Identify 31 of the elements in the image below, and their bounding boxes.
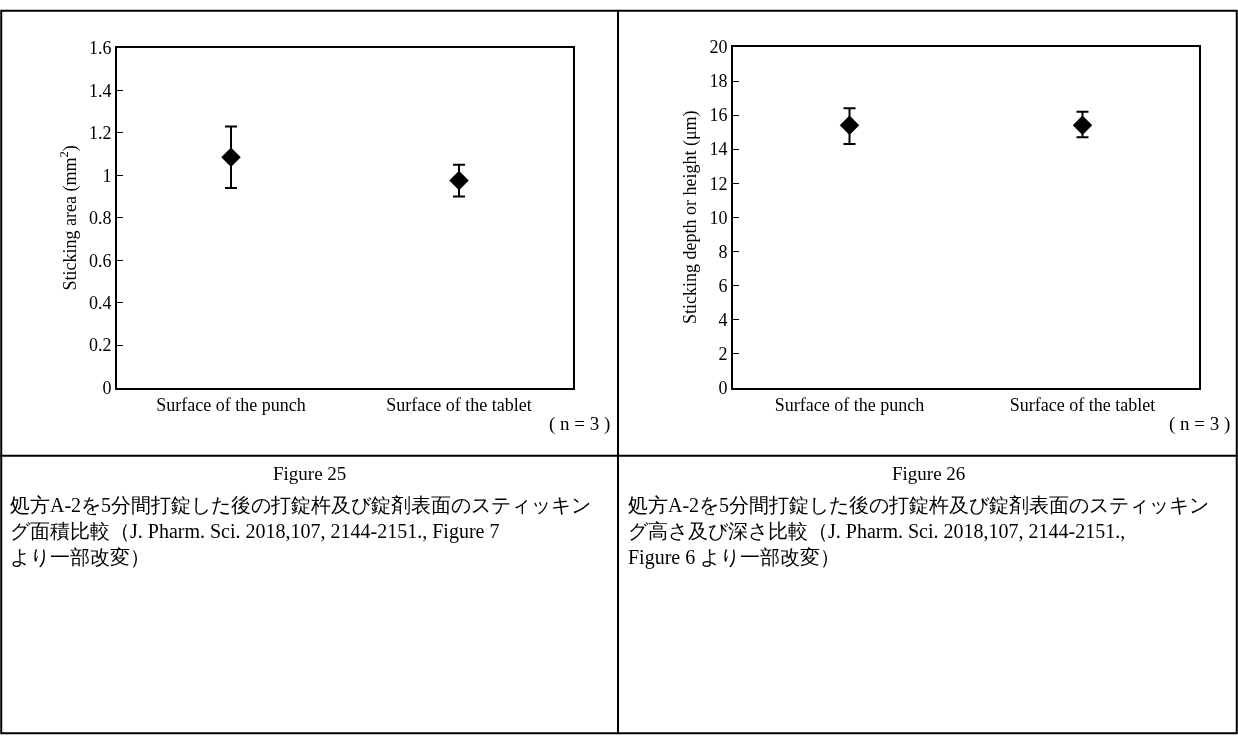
text: 処方A-2を5分間打錠した後の打錠杵及び錠剤表面のスティッキング面積比較（J. Pharm. Sci. 2018,107, 2144-2151., Figure 7 より一部改変）	[10, 494, 592, 568]
x-tick-label: Surface of the punch	[156, 395, 306, 416]
x-tick-label: Surface of the tablet	[1009, 395, 1156, 416]
y-tick-label: 6	[718, 275, 728, 296]
y-tick-label: 1.6	[88, 38, 112, 59]
y-tick-label: 18	[709, 71, 728, 92]
text: ( n = 3 )	[1169, 413, 1231, 435]
y-tick-label: 16	[709, 105, 728, 126]
y-tick-label: 14	[709, 139, 728, 160]
y-tick-label: 2	[718, 343, 728, 364]
y-tick-label: 0	[718, 377, 728, 398]
caption: Figure 25	[273, 463, 347, 484]
x-tick-label: Surface of the punch	[774, 395, 925, 416]
y-tick-label: 1.4	[88, 80, 112, 101]
y-tick-label: 8	[718, 241, 728, 262]
y-tick-label: 4	[718, 309, 728, 330]
y-tick-label: 0.6	[88, 250, 112, 271]
y-tick-label: 0.2	[88, 335, 112, 356]
text: ( n = 3 )	[549, 413, 611, 435]
y-tick-label: 0	[102, 377, 112, 398]
caption: Figure 26	[892, 463, 966, 484]
y-tick-label: 12	[709, 173, 728, 194]
y-tick-label: 0.8	[88, 208, 112, 229]
y-tick-label: 20	[709, 37, 728, 58]
x-tick-label: Surface of the tablet	[386, 395, 532, 416]
y-tick-label: 1.2	[88, 123, 112, 144]
y-tick-label: 0.4	[88, 292, 112, 313]
y-tick-label: 1	[102, 165, 112, 186]
text: 処方A-2を5分間打錠した後の打錠杵及び錠剤表面のスティッキング高さ及び深さ比較（J. Pharm. Sci. 2018,107, 2144-2151., Figure 6 より一部改変）	[628, 494, 1210, 569]
y-tick-label: 10	[709, 207, 728, 228]
y-axis-title: Sticking depth or height (μm)	[680, 110, 702, 325]
